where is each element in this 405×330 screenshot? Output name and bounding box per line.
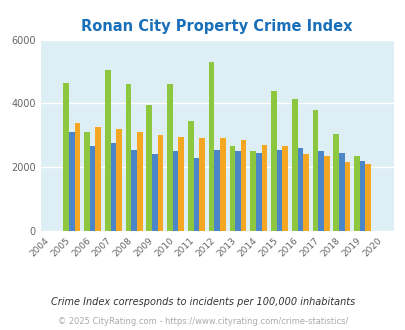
Bar (364, 164, 370, 231)
Bar (297, 148, 303, 231)
Bar (250, 151, 255, 231)
Bar (131, 150, 136, 231)
Bar (220, 139, 225, 231)
Bar (323, 156, 329, 231)
Bar (234, 151, 240, 231)
Bar (354, 156, 359, 231)
Bar (193, 158, 199, 231)
Bar (167, 84, 173, 231)
Bar (338, 153, 344, 231)
Bar (291, 99, 297, 231)
Bar (178, 137, 183, 231)
Bar (75, 122, 80, 231)
Bar (104, 70, 110, 231)
Bar (261, 145, 266, 231)
Bar (173, 151, 178, 231)
Bar (95, 127, 101, 231)
Bar (152, 154, 157, 231)
Bar (110, 143, 116, 231)
Bar (281, 147, 287, 231)
Bar (271, 91, 276, 231)
Bar (303, 154, 308, 231)
Bar (333, 134, 338, 231)
Bar (188, 121, 193, 231)
Bar (214, 150, 220, 231)
Bar (157, 135, 163, 231)
Bar (84, 132, 90, 231)
Bar (63, 83, 69, 231)
Bar (318, 151, 323, 231)
Bar (255, 153, 261, 231)
Bar (208, 62, 214, 231)
Bar (69, 132, 75, 231)
Title: Ronan City Property Crime Index: Ronan City Property Crime Index (81, 19, 352, 34)
Bar (312, 110, 318, 231)
Bar (136, 132, 142, 231)
Text: © 2025 CityRating.com - https://www.cityrating.com/crime-statistics/: © 2025 CityRating.com - https://www.city… (58, 317, 347, 326)
Text: Crime Index corresponds to incidents per 100,000 inhabitants: Crime Index corresponds to incidents per… (51, 297, 354, 307)
Bar (229, 147, 234, 231)
Bar (90, 147, 95, 231)
Bar (276, 150, 281, 231)
Bar (240, 140, 246, 231)
Bar (116, 129, 121, 231)
Bar (199, 139, 205, 231)
Bar (344, 162, 350, 231)
Bar (146, 105, 152, 231)
Bar (126, 84, 131, 231)
Bar (359, 161, 364, 231)
